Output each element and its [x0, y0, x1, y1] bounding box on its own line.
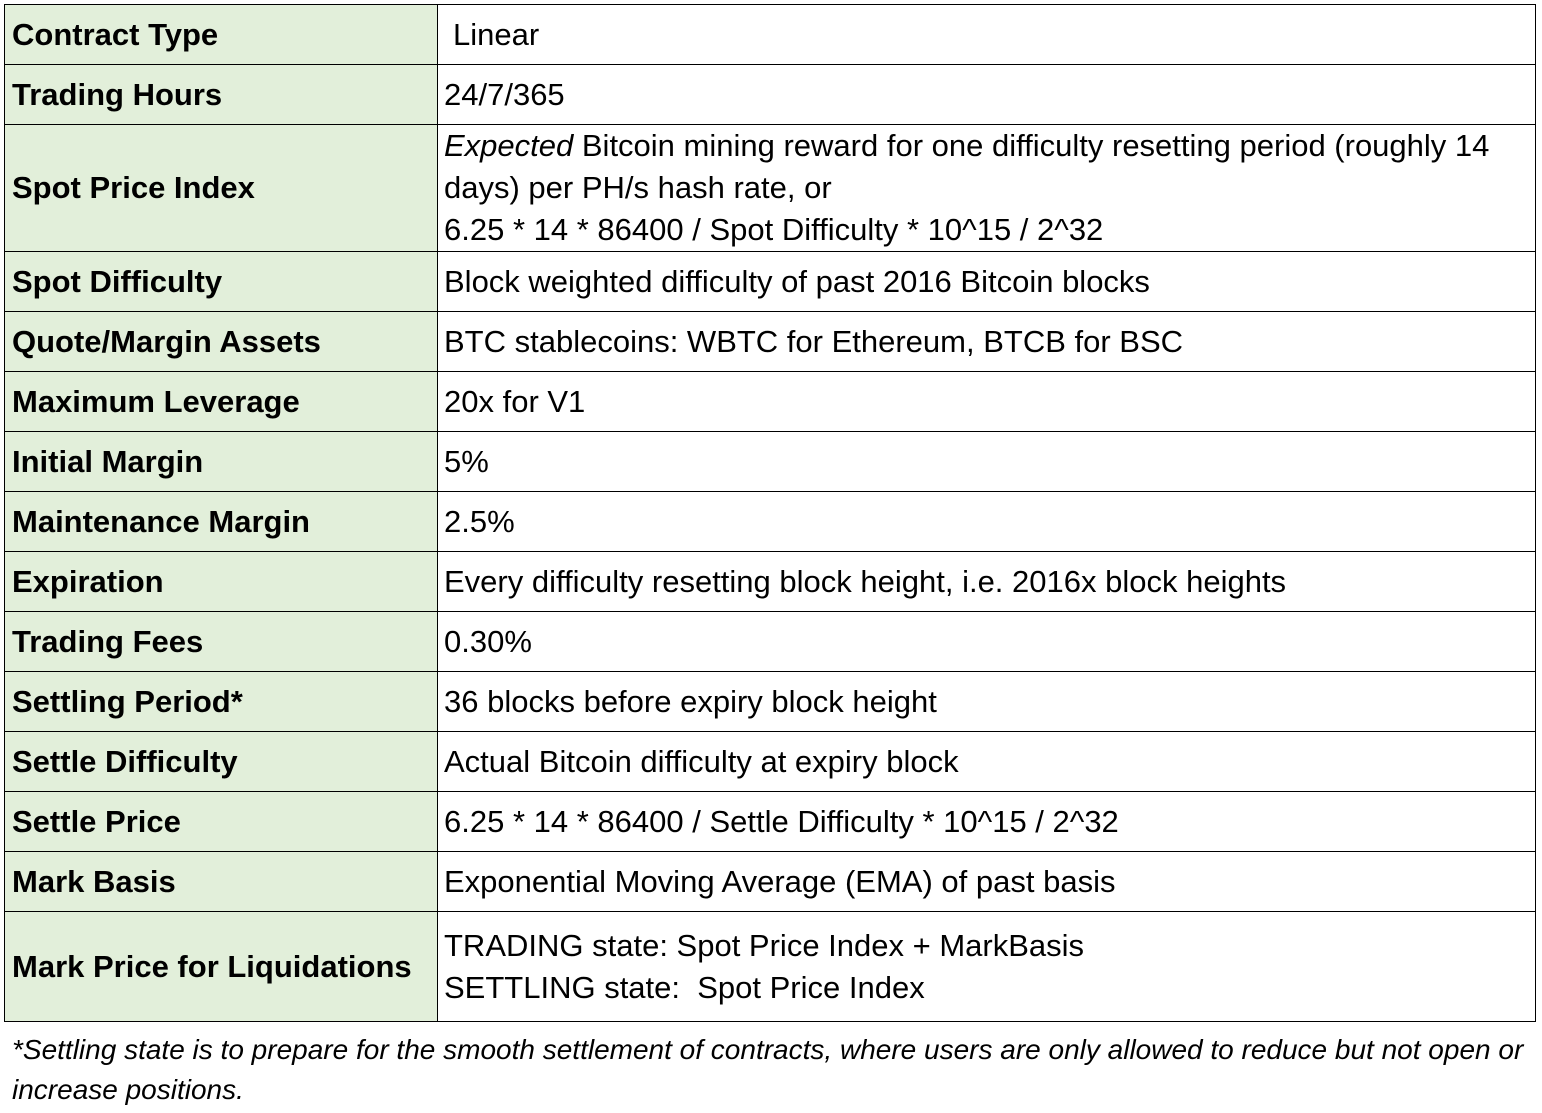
row-label: Spot Difficulty — [4, 251, 438, 312]
table-row: Spot Difficulty Block weighted difficult… — [4, 251, 1536, 312]
row-label: Settle Price — [4, 791, 438, 852]
footnote: *Settling state is to prepare for the sm… — [12, 1034, 1524, 1105]
table-row: Maintenance Margin 2.5% — [4, 491, 1536, 552]
row-value-formula: 6.25 * 14 * 86400 / Spot Difficulty * 10… — [444, 212, 1104, 247]
row-label: Spot Price Index — [4, 124, 438, 252]
table-row: Maximum Leverage 20x for V1 — [4, 371, 1536, 432]
row-value: 2.5% — [437, 491, 1536, 552]
row-value: 24/7/365 — [437, 64, 1536, 125]
row-label: Settling Period* — [4, 671, 438, 732]
row-value: TRADING state: Spot Price Index + MarkBa… — [437, 911, 1536, 1022]
row-value-text: Bitcoin mining reward for one difficulty… — [444, 128, 1490, 205]
table-row: Initial Margin 5% — [4, 431, 1536, 492]
row-label: Quote/Margin Assets — [4, 311, 438, 372]
row-value: 6.25 * 14 * 86400 / Settle Difficulty * … — [437, 791, 1536, 852]
row-value: 5% — [437, 431, 1536, 492]
row-value: 0.30% — [437, 611, 1536, 672]
table-row: Spot Price Index Expected Bitcoin mining… — [4, 124, 1536, 252]
table-row: Trading Fees 0.30% — [4, 611, 1536, 672]
row-label: Contract Type — [4, 4, 438, 65]
row-label: Trading Hours — [4, 64, 438, 125]
table-row: Quote/Margin Assets BTC stablecoins: WBT… — [4, 311, 1536, 372]
row-label: Mark Price for Liquidations — [4, 911, 438, 1022]
row-value: Every difficulty resetting block height,… — [437, 551, 1536, 612]
table-row: Trading Hours 24/7/365 — [4, 64, 1536, 125]
table-row: Contract Type Linear — [4, 4, 1536, 65]
table-row: Settling Period* 36 blocks before expiry… — [4, 671, 1536, 732]
contract-spec-table: Contract Type Linear Trading Hours 24/7/… — [4, 4, 1536, 1022]
row-label: Mark Basis — [4, 851, 438, 912]
row-value: Expected Bitcoin mining reward for one d… — [437, 124, 1536, 252]
row-value-emphasis: Expected — [444, 128, 574, 163]
row-label: Trading Fees — [4, 611, 438, 672]
table-row: Expiration Every difficulty resetting bl… — [4, 551, 1536, 612]
table-row: Settle Price 6.25 * 14 * 86400 / Settle … — [4, 791, 1536, 852]
row-label: Settle Difficulty — [4, 731, 438, 792]
table-row: Mark Price for Liquidations TRADING stat… — [4, 911, 1536, 1022]
table-row: Mark Basis Exponential Moving Average (E… — [4, 851, 1536, 912]
row-value-text: Linear — [453, 16, 540, 52]
row-label: Expiration — [4, 551, 438, 612]
row-value: BTC stablecoins: WBTC for Ethereum, BTCB… — [437, 311, 1536, 372]
row-value: Actual Bitcoin difficulty at expiry bloc… — [437, 731, 1536, 792]
row-label: Maintenance Margin — [4, 491, 438, 552]
row-value: 36 blocks before expiry block height — [437, 671, 1536, 732]
row-value: Linear — [437, 4, 1536, 65]
table-row: Settle Difficulty Actual Bitcoin difficu… — [4, 731, 1536, 792]
row-value-line: SETTLING state: Spot Price Index — [444, 969, 925, 1005]
row-value-line: TRADING state: Spot Price Index + MarkBa… — [444, 927, 1085, 963]
row-value: Exponential Moving Average (EMA) of past… — [437, 851, 1536, 912]
row-value: Block weighted difficulty of past 2016 B… — [437, 251, 1536, 312]
row-label: Maximum Leverage — [4, 371, 438, 432]
row-label: Initial Margin — [4, 431, 438, 492]
row-value: 20x for V1 — [437, 371, 1536, 432]
